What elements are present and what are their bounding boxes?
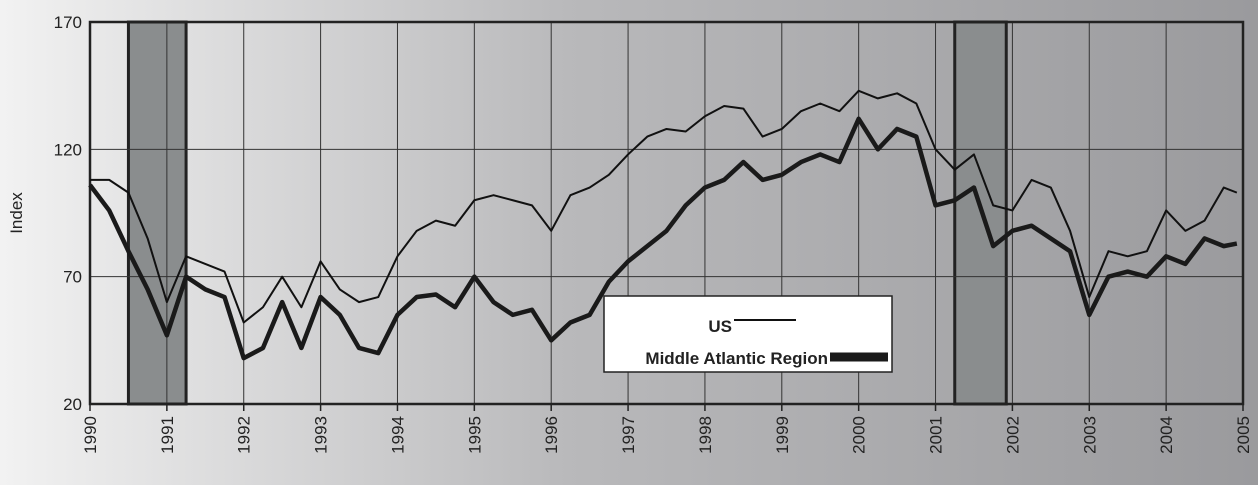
x-tick-label: 1994: [388, 416, 407, 454]
series-line: [90, 89, 1238, 324]
x-tick-label: 1999: [773, 416, 792, 454]
plot-area: [88, 20, 1245, 411]
y-axis-label: Index: [7, 192, 26, 234]
x-tick-label: 1991: [158, 416, 177, 454]
x-tick-label: 1992: [235, 416, 254, 454]
legend-label: US: [708, 317, 732, 336]
x-tick-label: 2001: [927, 416, 946, 454]
x-tick-label: 2000: [850, 416, 869, 454]
y-tick-label: 70: [63, 268, 82, 287]
y-tick-label: 20: [63, 395, 82, 414]
legend-label: Middle Atlantic Region: [645, 349, 828, 368]
y-tick-label: 120: [54, 140, 82, 159]
x-tick-label: 1998: [696, 416, 715, 454]
x-tick-label: 2004: [1157, 416, 1176, 454]
x-tick-label: 1993: [312, 416, 331, 454]
series-line: [88, 116, 1238, 361]
y-tick-label: 170: [54, 13, 82, 32]
plot-frame: [88, 20, 1245, 406]
x-tick-label: 1996: [542, 416, 561, 454]
x-tick-label: 2005: [1234, 416, 1253, 454]
legend: US Middle Atlantic Region: [603, 295, 893, 373]
x-tick-label: 1997: [619, 416, 638, 454]
x-tick-label: 2003: [1080, 416, 1099, 454]
x-tick-label: 1990: [81, 416, 100, 454]
x-tick-label: 1995: [465, 416, 484, 454]
x-tick-label: 2002: [1003, 416, 1022, 454]
